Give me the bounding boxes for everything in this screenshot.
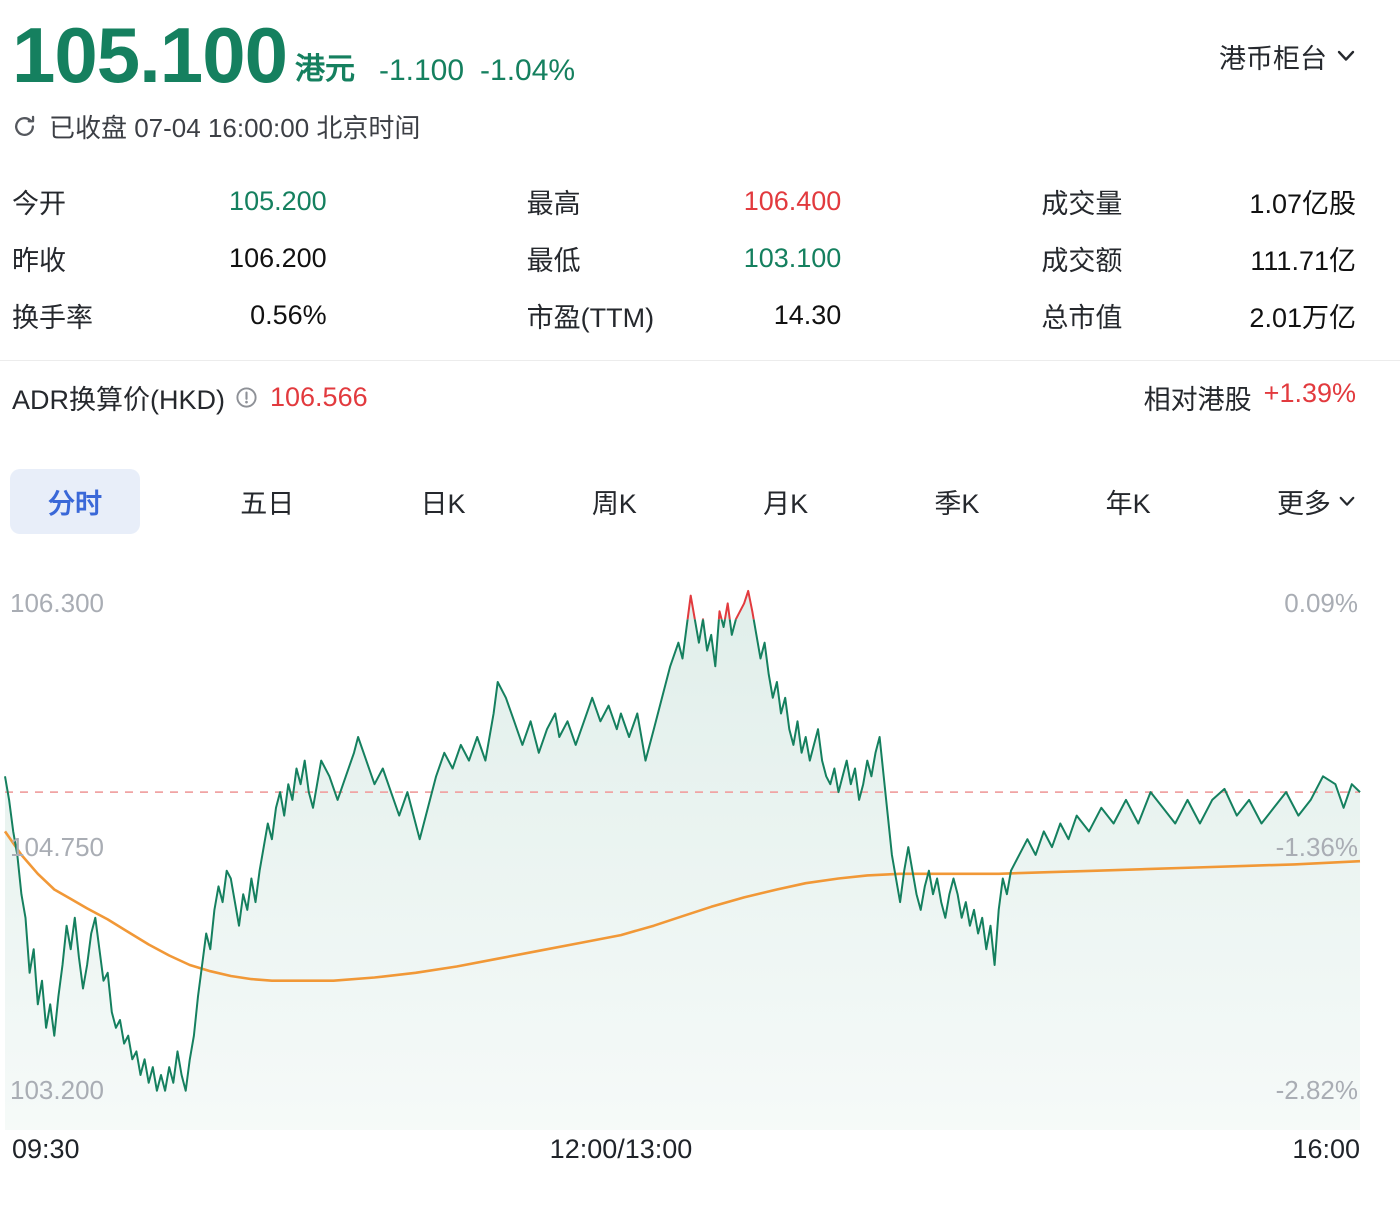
chevron-down-icon [1338,495,1356,508]
stat-low: 最低 103.100 [526,242,842,276]
change-value: -1.100 [378,53,465,87]
chart-period-tabs: 分时 五日 日K 周K 月K 季K 年K 更多 [0,468,1400,534]
adr-row: ADR换算价(HKD) 106.566 相对港股 +1.39% [0,361,1400,429]
divider [0,359,1400,361]
x-axis-label-lunch: 12:00/13:00 [549,1133,693,1164]
stat-market-cap: 总市值 2.01万亿 [1041,302,1356,333]
chevron-down-icon [1336,49,1356,63]
change-percent: -1.04% [480,53,576,87]
counter-label: 港币柜台 [1219,43,1327,74]
x-axis-label-close: 16:00 [1292,1133,1360,1164]
market-status-text: 已收盘 07-04 16:00:00 北京时间 [49,112,421,143]
stat-high: 最高 106.400 [526,185,842,219]
tab-minute[interactable]: 分时 [10,468,140,534]
intraday-chart[interactable]: 106.300 0.09% 104.750 -1.36% 103.200 -2.… [0,550,1400,1130]
tab-weekly-k[interactable]: 周K [566,469,663,534]
stat-open: 今开 105.200 [12,185,327,219]
x-axis: 09:30 12:00/13:00 16:00 [0,1134,1400,1174]
tab-monthly-k[interactable]: 月K [737,469,834,534]
price-change: -1.100 -1.04% [379,54,575,88]
tab-yearly-k[interactable]: 年K [1080,469,1177,534]
tab-quarterly-k[interactable]: 季K [908,469,1005,534]
refresh-icon[interactable] [12,114,37,139]
info-icon[interactable] [235,386,258,409]
chart-canvas[interactable] [0,550,1400,1130]
stat-pe-ttm: 市盈(TTM) 14.30 [526,299,842,333]
stat-prev-close: 昨收 106.200 [12,242,327,276]
market-status-row: 已收盘 07-04 16:00:00 北京时间 [0,92,1400,145]
stat-turnover-amount: 成交额 111.71亿 [1041,245,1356,276]
adr-value: 106.566 [270,381,368,412]
tab-5day[interactable]: 五日 [214,469,320,534]
currency-label: 港元 [294,52,355,86]
stock-quote-page: 105.100 港元 -1.100 -1.04% 港币柜台 已收盘 07-04 … [0,0,1400,1174]
tab-more[interactable]: 更多 [1251,469,1360,534]
x-axis-label-open: 09:30 [12,1133,80,1164]
tab-daily-k[interactable]: 日K [395,469,492,534]
counter-dropdown[interactable]: 港币柜台 [1219,37,1356,76]
stat-turnover-rate: 换手率 0.56% [12,299,327,333]
adr-label: ADR换算价(HKD) [12,384,225,415]
relative-to-hk: 相对港股 +1.39% [1143,377,1356,415]
price-header: 105.100 港元 -1.100 -1.04% 港币柜台 [0,0,1400,99]
stats-grid: 今开 105.200 最高 106.400 成交量 1.07亿股 昨收 106.… [0,145,1400,344]
current-price: 105.100 [12,11,288,99]
stat-volume: 成交量 1.07亿股 [1041,188,1356,219]
